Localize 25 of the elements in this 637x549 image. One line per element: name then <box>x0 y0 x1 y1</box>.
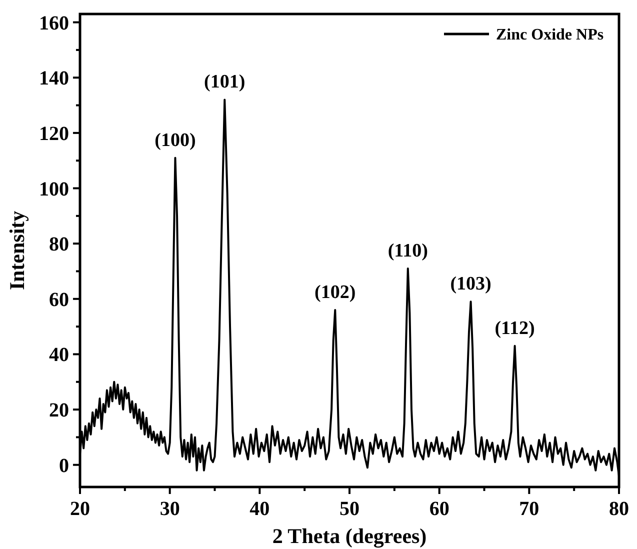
x-tick-label: 70 <box>519 498 540 520</box>
legend-label: Zinc Oxide NPs <box>496 26 604 44</box>
x-tick-label: 40 <box>250 498 270 520</box>
y-tick-label: 60 <box>49 288 69 311</box>
y-tick-label: 120 <box>39 122 69 145</box>
annotation: (100) <box>154 130 196 151</box>
annotation: (102) <box>314 282 356 303</box>
y-tick-label: 0 <box>59 454 69 477</box>
annotation: (110) <box>388 240 428 262</box>
x-tick-label: 80 <box>609 498 629 520</box>
annotation: (103) <box>450 274 492 295</box>
x-axis-title: 2 Theta (degrees) <box>272 524 427 548</box>
y-tick-label: 20 <box>49 400 69 422</box>
y-tick-label: 160 <box>39 12 69 34</box>
y-tick-label: 100 <box>39 178 69 200</box>
annotation: (101) <box>204 72 246 93</box>
annotation: (112) <box>494 318 535 339</box>
y-axis-title: Intensity <box>5 210 29 290</box>
x-tick-label: 50 <box>340 498 360 520</box>
x-tick-label: 20 <box>70 498 90 520</box>
x-tick-label: 30 <box>160 498 180 520</box>
y-tick-label: 140 <box>39 68 69 90</box>
y-tick-label: 40 <box>49 344 69 366</box>
y-tick-label: 80 <box>49 234 69 256</box>
x-tick-label: 60 <box>429 498 450 520</box>
